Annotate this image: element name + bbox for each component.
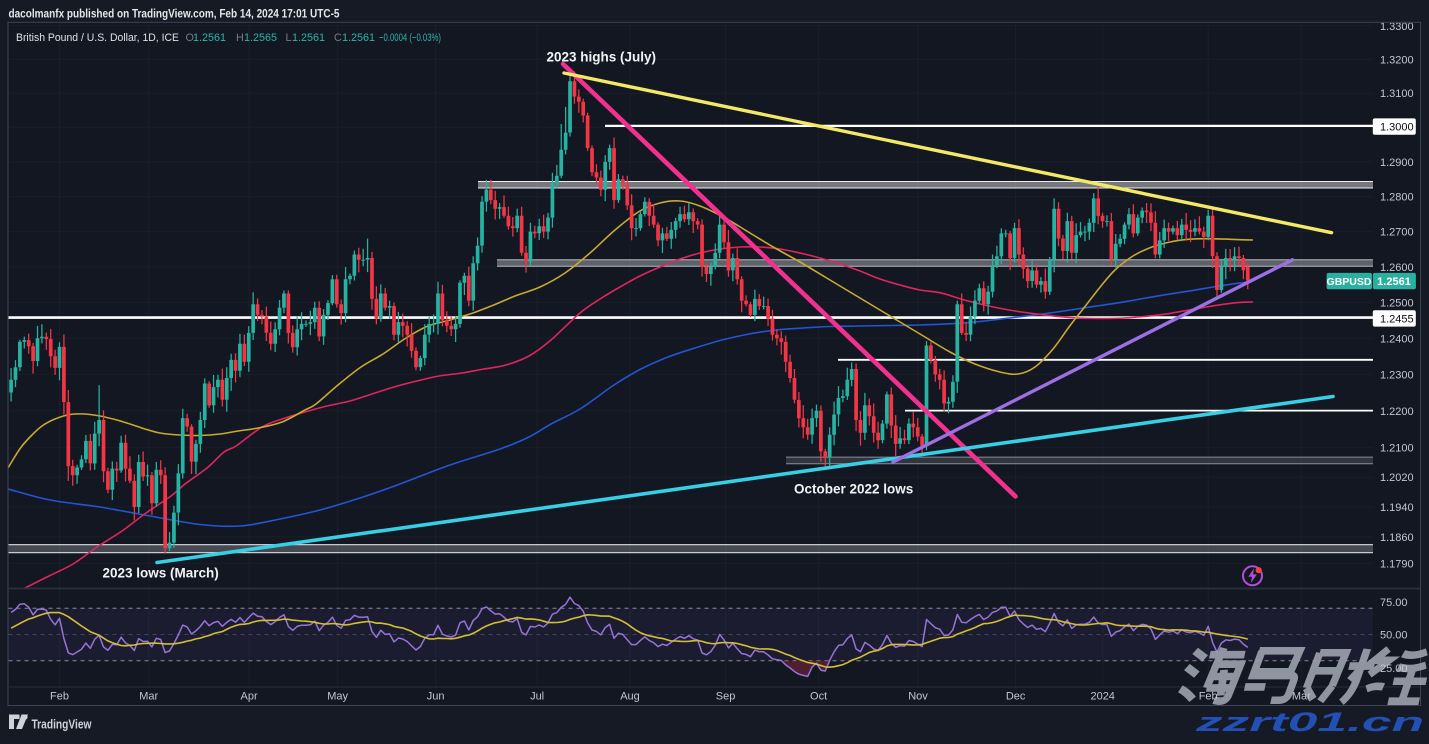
svg-text:Dec: Dec: [1006, 691, 1026, 703]
svg-text:C: C: [334, 32, 342, 44]
svg-text:1.2100: 1.2100: [1380, 443, 1414, 455]
svg-text:Mar: Mar: [1292, 691, 1311, 703]
svg-text:O: O: [186, 32, 194, 44]
svg-text:1.2200: 1.2200: [1380, 406, 1414, 418]
svg-text:May: May: [327, 691, 348, 703]
svg-text:Apr: Apr: [241, 691, 258, 703]
svg-text:Jul: Jul: [530, 691, 544, 703]
svg-text:1.3100: 1.3100: [1380, 88, 1414, 100]
svg-text:1.2700: 1.2700: [1380, 227, 1414, 239]
svg-text:1.2561: 1.2561: [342, 32, 375, 44]
svg-text:2023 lows (March): 2023 lows (March): [103, 566, 219, 581]
svg-text:75.00: 75.00: [1380, 597, 1408, 609]
svg-text:1.2561: 1.2561: [193, 32, 226, 44]
svg-text:25.00: 25.00: [1380, 663, 1408, 675]
svg-text:Aug: Aug: [620, 691, 640, 703]
svg-text:zzrt01.cn: zzrt01.cn: [1194, 707, 1424, 737]
svg-text:1.3300: 1.3300: [1380, 21, 1414, 33]
svg-text:1.2455: 1.2455: [1380, 313, 1414, 325]
svg-text:1.2400: 1.2400: [1380, 333, 1414, 345]
svg-text:2023 highs (July): 2023 highs (July): [547, 50, 657, 65]
svg-text:dacolmanfx published on Tradin: dacolmanfx published on TradingView.com,…: [9, 7, 340, 21]
svg-text:1.2600: 1.2600: [1380, 262, 1414, 274]
svg-text:1.2300: 1.2300: [1380, 369, 1414, 381]
svg-text:1.2800: 1.2800: [1380, 192, 1414, 204]
svg-text:Nov: Nov: [908, 691, 928, 703]
svg-text:Mar: Mar: [139, 691, 158, 703]
svg-text:1.1940: 1.1940: [1380, 502, 1414, 514]
svg-text:H: H: [236, 32, 244, 44]
svg-text:1.3000: 1.3000: [1380, 122, 1414, 134]
svg-text:Sep: Sep: [716, 691, 736, 703]
svg-text:GBPUSD: GBPUSD: [1327, 276, 1372, 288]
svg-text:50.00: 50.00: [1380, 630, 1408, 642]
svg-text:1.2565: 1.2565: [244, 32, 277, 44]
svg-text:Jun: Jun: [427, 691, 445, 703]
svg-text:1.2500: 1.2500: [1380, 297, 1414, 309]
svg-text:1.3200: 1.3200: [1380, 54, 1414, 66]
svg-text:1.2020: 1.2020: [1380, 472, 1414, 484]
svg-text:L: L: [286, 32, 292, 44]
svg-text:1.2900: 1.2900: [1380, 157, 1414, 169]
svg-text:1.2561: 1.2561: [1377, 276, 1411, 288]
svg-text:British Pound / U.S. Dollar, 1: British Pound / U.S. Dollar, 1D, ICE: [16, 32, 179, 44]
svg-text:−0.0004 (−0.03%): −0.0004 (−0.03%): [379, 32, 441, 44]
svg-text:1.1790: 1.1790: [1380, 558, 1414, 570]
svg-text:October 2022 lows: October 2022 lows: [794, 482, 913, 497]
svg-text:1.2561: 1.2561: [292, 32, 325, 44]
svg-text:1.1860: 1.1860: [1380, 532, 1414, 544]
svg-text:Feb: Feb: [1199, 691, 1218, 703]
svg-text:TradingView: TradingView: [32, 717, 93, 732]
svg-text:Oct: Oct: [810, 691, 827, 703]
svg-text:2024: 2024: [1090, 691, 1114, 703]
svg-text:Feb: Feb: [50, 691, 69, 703]
